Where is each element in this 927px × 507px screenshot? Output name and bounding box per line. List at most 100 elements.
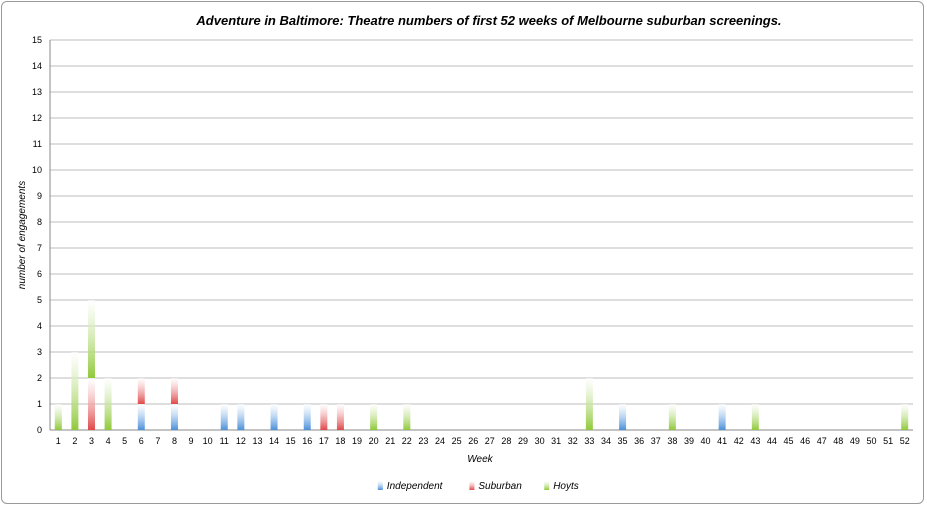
x-tick-label: 27 [485,436,495,446]
bar-independent-week-35 [619,404,627,430]
x-tick-label: 38 [667,436,677,446]
bar-hoyts-week-38 [668,404,676,430]
x-tick-label: 7 [155,436,160,446]
y-tick-label: 8 [37,217,42,227]
bar-suburban-week-18 [336,404,344,430]
legend: Independent Suburban Hoyts [377,481,579,492]
bar-independent-week-16 [303,404,311,430]
x-tick-label: 36 [634,436,644,446]
x-tick-label: 52 [900,436,910,446]
bar-suburban-week-8 [170,378,178,404]
y-tick-label: 3 [37,347,42,357]
y-tick-label: 4 [37,321,42,331]
x-tick-label: 3 [89,436,94,446]
x-tick-label: 5 [122,436,127,446]
x-tick-label: 11 [220,436,229,446]
x-tick-label: 42 [734,436,744,446]
y-axis-label: number of engagements [17,181,28,289]
x-tick-label: 21 [385,436,395,446]
bar-independent-week-41 [718,404,726,430]
bar-independent-week-8 [170,404,178,430]
bar-hoyts-week-33 [585,378,593,430]
x-tick-label: 30 [535,436,545,446]
x-tick-label: 44 [767,436,777,446]
x-tick-label: 43 [750,436,760,446]
chart-title: Adventure in Baltimore: Theatre numbers … [195,13,781,28]
y-tick-label: 12 [32,113,42,123]
bar-suburban-week-3 [87,378,95,430]
y-tick-label: 11 [33,139,42,149]
y-tick-label: 13 [32,87,42,97]
y-tick-label: 7 [37,243,42,253]
x-tick-label: 40 [701,436,711,446]
x-tick-label: 28 [501,436,511,446]
x-tick-label: 1 [56,436,61,446]
x-tick-label: 15 [286,436,296,446]
bar-hoyts-week-20 [370,404,378,430]
legend-swatch-independent [377,481,383,490]
legend-label-independent: Independent [387,481,444,492]
x-tick-label: 51 [883,436,893,446]
legend-label-suburban: Suburban [478,481,522,492]
x-tick-label: 19 [352,436,362,446]
bar-hoyts-week-4 [104,378,112,430]
x-tick-label: 12 [236,436,246,446]
x-tick-label: 31 [551,436,561,446]
y-tick-label: 15 [32,35,42,45]
gridlines [49,39,913,431]
bar-independent-week-12 [237,404,245,430]
x-tick-label: 50 [867,436,877,446]
x-tick-label: 2 [72,436,77,446]
x-tick-label: 37 [651,436,661,446]
legend-swatch-suburban [469,481,475,490]
y-tick-label: 6 [37,269,42,279]
x-tick-label: 33 [584,436,594,446]
x-tick-label: 34 [601,436,611,446]
y-tick-label: 9 [37,191,42,201]
bar-hoyts-week-52 [901,404,909,430]
x-tick-label: 46 [800,436,810,446]
x-tick-label: 9 [189,436,194,446]
y-tick-label: 0 [37,425,42,435]
bars [54,300,909,430]
x-tick-label: 45 [784,436,794,446]
x-tick-label: 14 [269,436,279,446]
bar-hoyts-week-22 [403,404,411,430]
x-tick-label: 4 [106,436,111,446]
x-tick-label: 39 [684,436,694,446]
y-tick-label: 1 [37,399,42,409]
bar-hoyts-week-3 [87,300,95,378]
bar-hoyts-week-43 [751,404,759,430]
x-tick-label: 6 [139,436,144,446]
bar-independent-week-14 [270,404,278,430]
legend-swatch-hoyts [544,481,550,490]
x-tick-label: 8 [172,436,177,446]
bar-suburban-week-6 [137,378,145,404]
x-tick-label: 49 [850,436,860,446]
x-tick-label: 35 [618,436,628,446]
bar-hoyts-week-1 [54,404,62,430]
y-tick-label: 2 [37,373,42,383]
x-tick-label: 24 [435,436,445,446]
x-tick-label: 47 [817,436,827,446]
bar-independent-week-6 [137,404,145,430]
x-tick-label: 48 [833,436,843,446]
x-tick-label: 10 [203,436,213,446]
x-tick-label: 22 [402,436,412,446]
bar-suburban-week-17 [320,404,328,430]
bar-hoyts-week-2 [71,352,79,430]
x-tick-label: 23 [418,436,428,446]
x-tick-label: 29 [518,436,528,446]
x-tick-label: 18 [335,436,345,446]
x-tick-labels: 1 2 3 4 5 6 7 8 9 10 11 12 13 14 15 16 17 18 19 20 21 22 23 24 2… [56,436,910,446]
x-tick-label: 26 [468,436,478,446]
x-tick-label: 20 [369,436,379,446]
x-tick-label: 25 [452,436,462,446]
y-tick-label: 5 [37,295,42,305]
x-axis-label: Week [467,454,493,465]
x-tick-label: 13 [252,436,262,446]
legend-label-hoyts: Hoyts [553,481,579,492]
